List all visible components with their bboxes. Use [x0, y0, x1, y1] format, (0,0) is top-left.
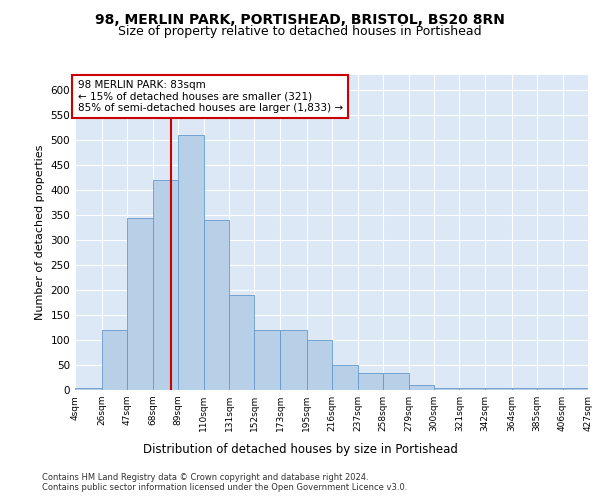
Text: Contains public sector information licensed under the Open Government Licence v3: Contains public sector information licen… [42, 482, 407, 492]
Bar [280, 330, 307, 390]
Text: 98, MERLIN PARK, PORTISHEAD, BRISTOL, BS20 8RN: 98, MERLIN PARK, PORTISHEAD, BRISTOL, BS… [95, 12, 505, 26]
Y-axis label: Number of detached properties: Number of detached properties [35, 145, 45, 320]
Bar [383, 372, 409, 390]
Bar [434, 388, 460, 390]
Bar [75, 388, 101, 390]
Bar [127, 218, 152, 390]
Text: Contains HM Land Registry data © Crown copyright and database right 2024.: Contains HM Land Registry data © Crown c… [42, 472, 368, 482]
Bar [152, 180, 178, 390]
Bar [254, 330, 280, 390]
Bar [229, 295, 254, 390]
Bar [332, 365, 358, 390]
Bar [178, 135, 203, 390]
Bar [307, 340, 332, 390]
Bar [512, 388, 537, 390]
Bar [563, 388, 588, 390]
Text: Distribution of detached houses by size in Portishead: Distribution of detached houses by size … [143, 442, 457, 456]
Bar [537, 388, 563, 390]
Bar [101, 330, 127, 390]
Bar [409, 385, 434, 390]
Text: Size of property relative to detached houses in Portishead: Size of property relative to detached ho… [118, 25, 482, 38]
Bar [460, 388, 485, 390]
Bar [358, 372, 383, 390]
Bar [485, 388, 512, 390]
Bar [203, 220, 229, 390]
Text: 98 MERLIN PARK: 83sqm
← 15% of detached houses are smaller (321)
85% of semi-det: 98 MERLIN PARK: 83sqm ← 15% of detached … [77, 80, 343, 113]
